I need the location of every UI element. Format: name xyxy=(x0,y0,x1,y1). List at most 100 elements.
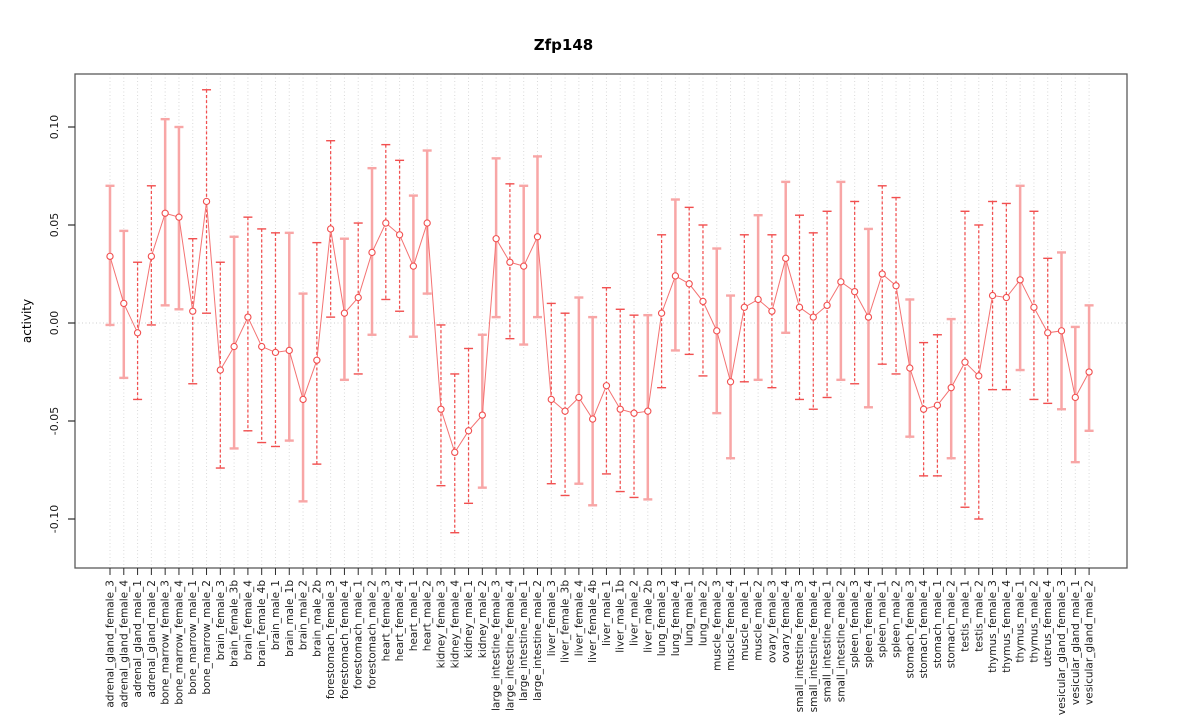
x-tick-label-kidney_female_4: kidney_female_4 xyxy=(449,580,461,669)
x-tick-label-bone_marrow_female_4: bone_marrow_female_4 xyxy=(173,580,185,705)
data-point-kidney_female_4 xyxy=(451,448,459,457)
x-tick-label-heart_male_2: heart_male_2 xyxy=(422,580,434,651)
data-point-liver_male_2b xyxy=(644,407,652,415)
x-tick-label-bone_marrow_male_2: bone_marrow_male_2 xyxy=(201,580,213,695)
x-tick-label-adrenal_gland_male_2: adrenal_gland_male_2 xyxy=(146,580,158,697)
data-point-stomach_male_1 xyxy=(933,401,942,409)
x-tick-label-lung_female_4: lung_female_4 xyxy=(670,580,682,657)
y-tick-label-0.10: 0.10 xyxy=(48,115,61,140)
data-point-uterus_female_4 xyxy=(1044,329,1052,337)
x-tick-label-large_intestine_female_4: large_intestine_female_4 xyxy=(504,580,516,711)
data-point-lung_female_4 xyxy=(671,272,680,280)
data-point-ovary_female_3 xyxy=(768,307,776,315)
x-tick-label-liver_female_4: liver_female_4 xyxy=(573,580,585,657)
x-tick-label-testis_male_2: testis_male_2 xyxy=(973,580,985,652)
x-tick-label-thymus_male_2: thymus_male_2 xyxy=(1028,580,1040,663)
data-point-adrenal_gland_male_1 xyxy=(133,329,142,337)
data-point-small_intestine_female_4 xyxy=(809,313,817,321)
data-point-large_intestine_female_4 xyxy=(506,258,514,266)
x-tick-label-large_intestine_female_3: large_intestine_female_3 xyxy=(491,580,503,711)
data-point-stomach_male_2 xyxy=(947,384,955,392)
data-point-liver_female_3 xyxy=(547,395,555,404)
x-tick-label-spleen_male_2: spleen_male_2 xyxy=(891,580,903,658)
x-tick-label-liver_male_2b: liver_male_2b xyxy=(642,580,654,653)
data-point-thymus_male_2 xyxy=(1030,303,1038,311)
x-tick-label-bone_marrow_female_3: bone_marrow_female_3 xyxy=(160,580,172,705)
data-point-muscle_female_4 xyxy=(726,378,735,386)
data-point-spleen_female_4 xyxy=(864,313,873,321)
data-point-lung_male_2 xyxy=(699,297,707,306)
x-tick-label-testis_male_1: testis_male_1 xyxy=(959,580,971,652)
data-point-bone_marrow_male_1 xyxy=(189,307,197,315)
x-tick-label-vesicular_gland_male_2: vesicular_gland_male_2 xyxy=(1084,580,1096,705)
x-tick-label-large_intestine_male_1: large_intestine_male_1 xyxy=(518,580,530,701)
x-tick-label-brain_male_1: brain_male_1 xyxy=(270,580,282,650)
x-tick-label-stomach_female_3: stomach_female_3 xyxy=(904,580,916,678)
x-tick-label-thymus_female_4: thymus_female_4 xyxy=(1001,580,1013,673)
data-point-large_intestine_male_2 xyxy=(533,233,542,241)
data-point-liver_male_1b xyxy=(616,405,624,413)
data-point-adrenal_gland_female_4 xyxy=(120,299,128,308)
data-point-small_intestine_female_3 xyxy=(795,303,804,311)
data-point-large_intestine_female_3 xyxy=(492,235,500,243)
data-point-bone_marrow_male_2 xyxy=(202,197,211,206)
x-tick-label-liver_female_4b: liver_female_4b xyxy=(587,580,599,663)
data-point-brain_female_3b xyxy=(230,342,238,351)
data-point-thymus_male_1 xyxy=(1016,276,1024,284)
x-tick-label-spleen_female_4: spleen_female_4 xyxy=(863,580,875,668)
x-tick-label-forestomach_female_3: forestomach_female_3 xyxy=(325,580,337,699)
data-point-testis_male_2 xyxy=(975,372,983,380)
x-tick-label-small_intestine_male_2: small_intestine_male_2 xyxy=(835,580,847,702)
x-tick-label-lung_male_1: lung_male_1 xyxy=(684,580,696,646)
x-tick-label-stomach_male_2: stomach_male_2 xyxy=(946,580,958,668)
x-tick-label-lung_male_2: lung_male_2 xyxy=(697,580,709,646)
data-point-brain_male_2b xyxy=(313,356,321,364)
data-point-liver_male_1 xyxy=(602,382,611,390)
data-point-lung_female_3 xyxy=(657,309,666,317)
data-point-vesicular_gland_female_3 xyxy=(1057,327,1066,335)
x-tick-label-small_intestine_male_1: small_intestine_male_1 xyxy=(822,580,834,702)
x-tick-label-muscle_male_1: muscle_male_1 xyxy=(739,580,751,661)
x-tick-label-brain_female_3: brain_female_3 xyxy=(215,580,227,660)
x-tick-label-heart_female_4: heart_female_4 xyxy=(394,580,406,662)
x-tick-label-stomach_male_1: stomach_male_1 xyxy=(932,580,944,668)
data-point-spleen_male_1 xyxy=(878,270,886,278)
x-tick-label-liver_male_1b: liver_male_1b xyxy=(615,580,627,653)
data-point-heart_female_4 xyxy=(395,231,404,239)
data-point-forestomach_female_3 xyxy=(326,225,335,233)
x-tick-label-heart_female_3: heart_female_3 xyxy=(380,580,392,661)
x-tick-label-liver_female_3b: liver_female_3b xyxy=(560,580,572,663)
x-tick-label-uterus_female_4: uterus_female_4 xyxy=(1042,580,1054,667)
chart-title: Zfp148 xyxy=(533,36,594,54)
x-tick-label-brain_male_1b: brain_male_1b xyxy=(284,580,296,657)
data-point-forestomach_male_2 xyxy=(368,248,376,257)
y-tick-label--0.05: -0.05 xyxy=(48,407,61,435)
x-tick-label-bone_marrow_male_1: bone_marrow_male_1 xyxy=(187,580,199,695)
data-point-stomach_female_4 xyxy=(919,405,928,413)
x-tick-label-heart_male_1: heart_male_1 xyxy=(408,580,420,651)
data-point-forestomach_male_1 xyxy=(354,293,362,302)
x-tick-label-adrenal_gland_female_4: adrenal_gland_female_4 xyxy=(118,580,130,708)
data-point-muscle_female_3 xyxy=(713,327,721,335)
data-point-brain_female_3 xyxy=(216,366,224,374)
data-point-muscle_male_2 xyxy=(754,295,762,304)
x-tick-label-forestomach_male_2: forestomach_male_2 xyxy=(367,580,379,689)
x-tick-label-vesicular_gland_male_1: vesicular_gland_male_1 xyxy=(1070,580,1082,705)
data-point-thymus_female_4 xyxy=(1002,293,1010,302)
x-tick-label-liver_male_2: liver_male_2 xyxy=(629,580,641,646)
x-tick-label-liver_male_1: liver_male_1 xyxy=(601,580,613,646)
x-tick-label-muscle_male_2: muscle_male_2 xyxy=(753,580,765,661)
x-tick-label-adrenal_gland_male_1: adrenal_gland_male_1 xyxy=(132,580,144,697)
x-tick-label-large_intestine_male_2: large_intestine_male_2 xyxy=(532,580,544,701)
x-tick-label-kidney_female_3: kidney_female_3 xyxy=(435,580,447,668)
data-point-brain_male_1b xyxy=(285,346,293,355)
data-point-ovary_female_4 xyxy=(782,254,790,262)
data-point-brain_female_4 xyxy=(244,313,252,321)
data-point-large_intestine_male_1 xyxy=(520,262,528,270)
x-tick-label-forestomach_female_4: forestomach_female_4 xyxy=(339,580,351,699)
data-point-brain_female_4b xyxy=(258,342,266,351)
data-point-muscle_male_1 xyxy=(740,303,748,311)
x-tick-label-muscle_female_3: muscle_female_3 xyxy=(711,580,723,671)
